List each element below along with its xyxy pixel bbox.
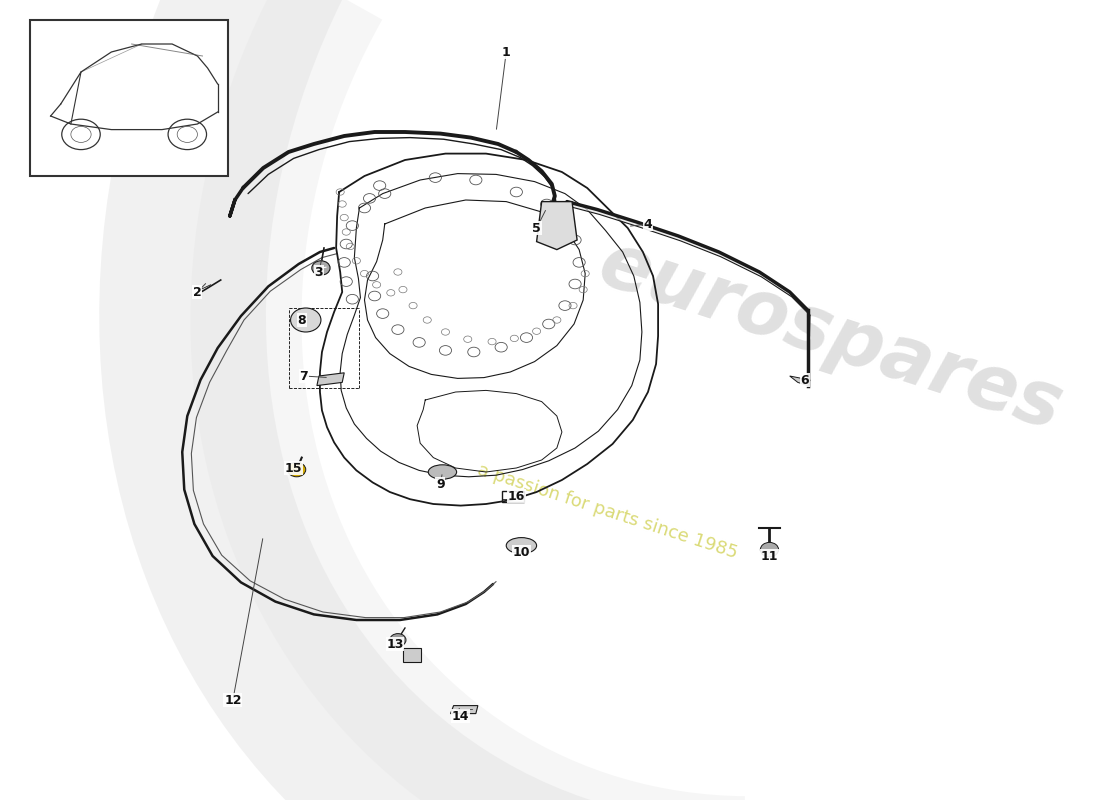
Text: a passion for parts since 1985: a passion for parts since 1985 — [475, 462, 740, 562]
Ellipse shape — [428, 465, 456, 479]
Polygon shape — [790, 376, 810, 386]
Circle shape — [311, 261, 330, 275]
Polygon shape — [451, 706, 477, 714]
Polygon shape — [566, 202, 810, 315]
Text: 8: 8 — [297, 314, 306, 326]
Text: 16: 16 — [508, 490, 525, 502]
Text: 3: 3 — [315, 266, 323, 278]
Text: 1: 1 — [502, 46, 510, 58]
Circle shape — [287, 462, 306, 477]
Circle shape — [760, 542, 779, 557]
Circle shape — [389, 634, 406, 646]
Text: 12: 12 — [224, 694, 242, 706]
Text: 4: 4 — [644, 218, 652, 230]
Text: 10: 10 — [513, 546, 530, 558]
Bar — [403, 648, 421, 662]
Bar — [503, 491, 525, 502]
Text: eurospares: eurospares — [590, 226, 1071, 446]
Text: 6: 6 — [801, 374, 810, 386]
Text: 11: 11 — [761, 550, 778, 562]
Text: 5: 5 — [532, 222, 541, 234]
Text: 9: 9 — [436, 478, 444, 490]
Text: 2: 2 — [194, 286, 201, 298]
Polygon shape — [317, 373, 344, 386]
Text: 13: 13 — [386, 638, 404, 650]
Text: 14: 14 — [452, 710, 470, 722]
Circle shape — [290, 308, 321, 332]
Text: 7: 7 — [299, 370, 308, 382]
Ellipse shape — [506, 538, 537, 554]
Polygon shape — [537, 202, 578, 250]
Text: 15: 15 — [285, 462, 303, 474]
Bar — [31, 20, 228, 176]
